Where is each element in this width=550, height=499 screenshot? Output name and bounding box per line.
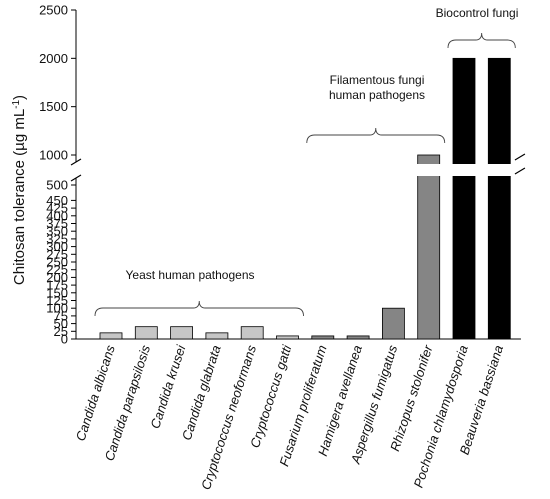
bar (381, 307, 405, 340)
bar (417, 154, 441, 340)
axis-break-mark (70, 158, 82, 166)
y-tick-label: 2000 (39, 51, 68, 66)
group-annotations: Yeast human pathogens Filamentous fungi hu… (94, 6, 519, 317)
y-tick-label: 2500 (39, 3, 68, 18)
y-tick-label: 450 (46, 193, 68, 208)
bar (99, 332, 123, 340)
y-tick-label: 125 (46, 293, 68, 308)
axis-break-mark (514, 153, 526, 161)
bar (346, 335, 370, 340)
y-tick-label: 1000 (39, 148, 68, 163)
bar-break-gap (487, 164, 512, 176)
bars (99, 57, 512, 340)
y-tick-label: 200 (46, 270, 68, 285)
group-label: Biocontrol fungi (436, 6, 519, 20)
y-axis-label-main: Chitosan tolerance (µg mL (11, 109, 28, 285)
bar (240, 326, 264, 340)
group-bracket (306, 127, 446, 144)
axis-break-mark (70, 174, 82, 182)
y-tick-label: 0 (61, 332, 68, 347)
group-label-line: Filamentous fungi (330, 73, 425, 87)
bar (205, 332, 229, 340)
bar-break-gap (452, 164, 476, 176)
axis-break-mark (514, 167, 526, 175)
group-label: Yeast human pathogens (126, 268, 255, 282)
group-label-line: human pathogens (329, 88, 425, 102)
category-label: Candida krusei (147, 342, 188, 430)
y-axis-label: Chitosan tolerance (µg mL-1) (11, 95, 28, 285)
axes: 0255075100125150175200225250275300325350… (39, 3, 526, 347)
y-tick-label: 50 (54, 316, 68, 331)
group-label-line: Yeast human pathogens (126, 268, 255, 282)
y-tick-label: 425 (46, 201, 68, 216)
y-tick-label: 225 (46, 262, 68, 277)
y-tick-label: 275 (46, 247, 68, 262)
y-tick-label: 325 (46, 231, 68, 246)
y-tick-label: 250 (46, 255, 68, 270)
y-tick-label: 375 (46, 216, 68, 231)
group-bracket (94, 300, 304, 317)
group-label: Filamentous fungi human pathogens (329, 73, 425, 102)
bar (487, 57, 511, 340)
group-bracket (447, 32, 516, 49)
bar (170, 326, 194, 340)
y-tick-label: 75 (54, 308, 68, 323)
y-axis-label-close: ) (11, 95, 28, 100)
y-tick-label: 25 (54, 324, 68, 339)
y-tick-label: 175 (46, 278, 68, 293)
y-tick-label: 300 (46, 239, 68, 254)
bar-break-gap (416, 164, 441, 176)
axis-break-band (68, 156, 525, 178)
group-label-line: Biocontrol fungi (436, 6, 519, 20)
y-tick-label: 1500 (39, 99, 68, 114)
bar (276, 335, 299, 340)
y-tick-label: 400 (46, 208, 68, 223)
bar (134, 326, 158, 340)
y-tick-label: 350 (46, 224, 68, 239)
bar (452, 57, 476, 340)
y-tick-label: 100 (46, 301, 68, 316)
y-axis-label-superscript: -1 (11, 100, 22, 109)
y-tick-label: 150 (46, 285, 68, 300)
bar (311, 335, 335, 340)
y-tick-label: 500 (46, 178, 68, 193)
